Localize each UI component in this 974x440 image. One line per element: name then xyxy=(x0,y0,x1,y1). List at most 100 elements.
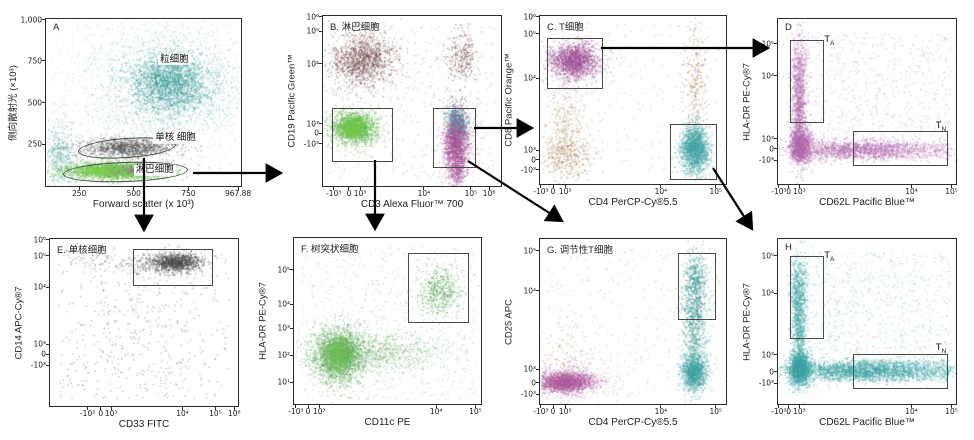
panel-D-x-axis-label: CD62L Pacific Blue™ xyxy=(819,197,915,208)
panel-B-cd3-positive-gate xyxy=(433,107,477,168)
panel-H: H HLA-DR PE-Cy®7 CD62L Pacific Blue™ 10⁵… xyxy=(742,238,958,428)
panel-G-y-tick: 0 xyxy=(531,378,536,388)
panel-A-x-axis-label: Forward scatter (x 10³) xyxy=(92,199,195,210)
panel-D-y-axis-label: HLA-DR PE-Cy®7 xyxy=(741,62,753,141)
panel-H-title: H xyxy=(785,242,792,253)
panel-F-y-tick: 10⁵ xyxy=(277,265,290,275)
panel-C-x-tick-mark xyxy=(564,184,566,188)
panel-A-y-tick-mark xyxy=(42,60,46,62)
panel-D-annotation: TN xyxy=(935,120,947,133)
panel-D-x-tick-mark xyxy=(798,184,800,188)
panel-A-x-tick: 500 xyxy=(126,189,141,198)
panel-D-y-tick: 10³ xyxy=(761,134,774,144)
panel-G-x-tick-mark xyxy=(715,404,717,408)
panel-F-y-tick: 10¹ xyxy=(277,377,290,387)
panel-F-x-tick: 10⁵ xyxy=(469,407,482,416)
panel-E-scatter-canvas xyxy=(50,239,238,406)
panel-E-x-tick: 10⁶ xyxy=(227,409,241,418)
panel-H-x-axis-label: CD62L Pacific Blue™ xyxy=(819,417,915,428)
panel-G-y-tick: 10⁴ xyxy=(523,286,536,296)
panel-G-y-tick-mark xyxy=(536,382,540,384)
panel-G-x-tick-mark xyxy=(552,404,554,408)
panel-F: F. 树突状细胞 HLA-DR PE-Cy®7 CD11c PE 10⁵ 10⁴ 1… xyxy=(258,237,482,428)
panel-D-x-tick-mark xyxy=(911,184,912,188)
panel-C-y-tick: -10³ xyxy=(520,165,536,175)
panel-B-y-tick-mark xyxy=(319,30,323,32)
panel-B-y-axis-label: CD19 Pacific Green™ xyxy=(286,54,298,148)
panel-F-y-tick-mark xyxy=(290,327,294,329)
panel-E-y-tick: 10⁵ xyxy=(33,251,46,261)
panel-H-tn-gate xyxy=(852,353,949,389)
panel-D-y-tick-mark xyxy=(774,138,778,140)
panel-E: E. 单核细胞 CD14 APC-Cy®7 CD33 FITC 10⁶ 10⁵ 10… xyxy=(14,235,241,430)
panel-E-y-tick: 10⁶ xyxy=(33,235,46,245)
panel-C-y-tick-mark xyxy=(536,77,540,79)
panel-H-y-tick-mark xyxy=(774,255,778,256)
panel-B-y-tick: 10⁴ xyxy=(306,59,319,69)
panel-C-x-tick-mark xyxy=(660,184,662,188)
panel-F-x-tick: 10³ xyxy=(312,407,326,416)
panel-C-y-tick-mark xyxy=(536,16,540,18)
panel-F-x-tick-mark xyxy=(474,404,476,408)
panel-A-y-tick: 500 xyxy=(27,98,42,107)
panel-A-x-tick: 967.88 xyxy=(224,189,252,198)
panel-B-x-tick: 10⁴ xyxy=(417,189,431,198)
panel-G-x-tick: 10⁵ xyxy=(709,407,723,416)
panel-H-y-tick: 10³ xyxy=(761,350,774,359)
panel-H-x-tick-mark xyxy=(798,404,800,408)
panel-C-x-tick: 10⁴ xyxy=(654,187,668,196)
panel-G-y-tick-mark xyxy=(536,290,540,292)
panel-D-annotation: TA xyxy=(824,34,835,48)
panel-H-scatter-canvas xyxy=(778,239,956,404)
panel-D-x-tick-mark xyxy=(778,184,780,188)
panel-A-title: A xyxy=(53,22,60,33)
panel-G-y-tick: -10³ xyxy=(520,389,536,399)
panel-H-x-tick-mark xyxy=(951,404,953,408)
panel-C-y-tick-mark xyxy=(536,169,540,171)
panel-F-y-tick-mark xyxy=(290,354,294,356)
panel-H-x-tick: -10³ xyxy=(771,407,787,416)
panel-E-y-tick-mark xyxy=(46,343,50,345)
panel-B-y-tick-mark xyxy=(319,143,323,144)
panel-D-x-tick: 10⁴ xyxy=(905,187,918,196)
panel-B-x-tick-mark xyxy=(359,186,361,190)
panel-G-y-tick-mark xyxy=(536,393,540,395)
panel-D-y-tick: -10³ xyxy=(758,155,774,165)
panel-E-x-tick: 10⁵ xyxy=(209,409,222,418)
panel-D-y-tick-mark xyxy=(774,148,778,150)
panel-F-y-tick-mark xyxy=(290,381,294,383)
panel-B-x-tick-mark xyxy=(470,186,472,190)
panel-E-x-tick-mark xyxy=(214,406,216,410)
panel-D-y-tick: 10⁴ xyxy=(761,71,774,81)
panel-D-x-tick: -10³ xyxy=(771,187,787,196)
panel-F-scatter-canvas xyxy=(294,238,481,404)
panel-H-y-tick: 0 xyxy=(769,367,774,377)
panel-A-x-tick: 750 xyxy=(181,189,196,198)
panel-G: G. 调节性T细胞 CD25 APC CD4 PerCP-Cy®5.5 10⁵ 1… xyxy=(504,238,727,428)
panel-B-x-tick-mark xyxy=(333,186,335,190)
panel-B-x-tick-mark xyxy=(348,186,350,190)
panel-C-x-tick-mark xyxy=(552,184,554,188)
panel-D-ta-gate xyxy=(789,40,824,124)
panel-E-x-tick-mark xyxy=(182,406,184,410)
panel-B-x-tick: 10⁵ xyxy=(464,189,478,198)
panel-E-x-tick-mark xyxy=(100,406,102,410)
panel-G-x-tick: 0 xyxy=(550,407,556,416)
panel-G-y-tick: 10⁵ xyxy=(523,246,536,256)
panel-E-y-axis-label: CD14 APC-Cy®7 xyxy=(13,286,25,359)
panel-G-treg-gate xyxy=(677,253,716,321)
panel-C-x-tick: 10⁵ xyxy=(709,187,723,196)
panel-C-x-tick: -10³ xyxy=(533,187,549,196)
panel-A-x-tick-mark xyxy=(187,186,189,190)
panel-F-y-axis-label: HLA-DR PE-Cy®7 xyxy=(257,282,269,360)
panel-G-y-tick: 10³ xyxy=(523,364,536,374)
panel-A-y-tick-mark xyxy=(42,19,46,21)
panel-D-y-tick-mark xyxy=(774,75,778,77)
panel-F-dendritic-gate xyxy=(408,252,469,323)
panel-G-y-axis-label: CD25 APC xyxy=(503,298,515,345)
panel-B-y-tick-mark xyxy=(319,63,323,65)
panel-C-cd4-gate xyxy=(670,123,717,181)
panel-F-y-tick-mark xyxy=(290,303,294,305)
panel-E-y-tick-mark xyxy=(46,353,50,355)
